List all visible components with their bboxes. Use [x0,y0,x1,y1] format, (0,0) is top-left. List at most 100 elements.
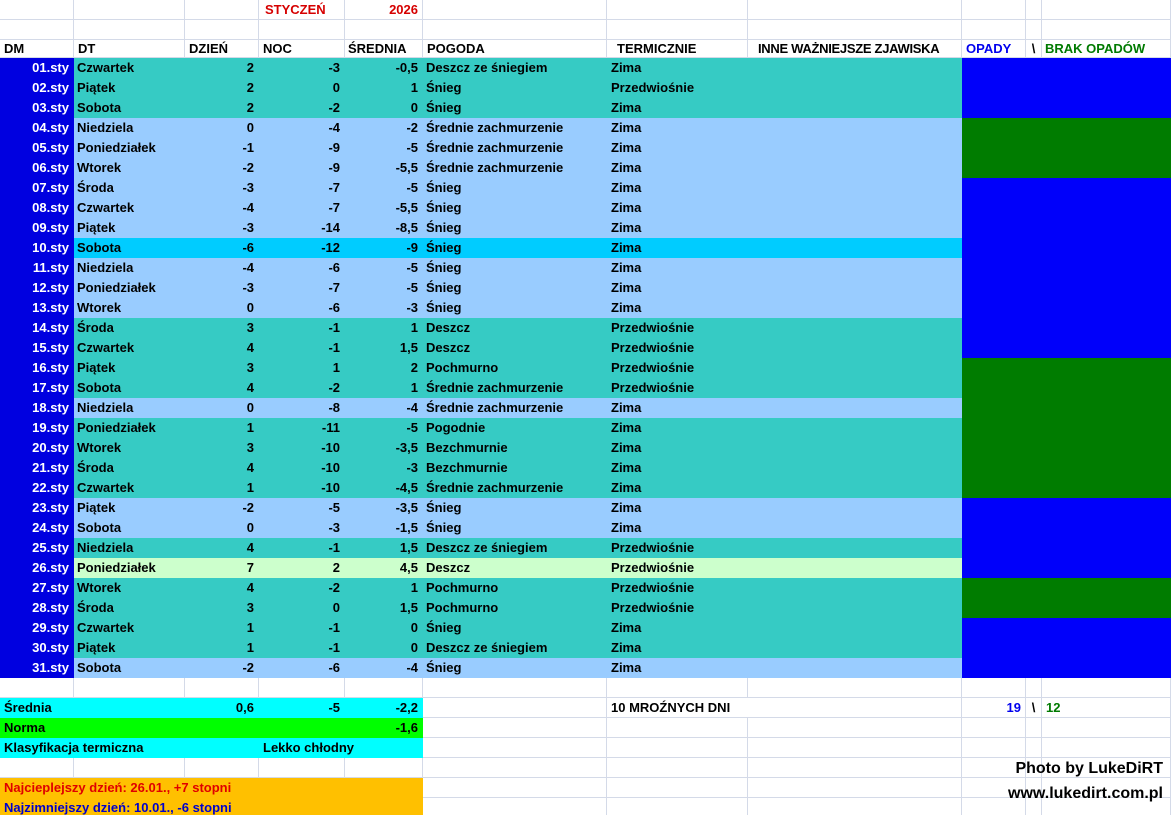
cell-precipitation[interactable] [962,338,1171,358]
cell-weather[interactable]: Śnieg [423,258,607,278]
empty-cell[interactable] [962,0,1026,20]
cell-night-temp[interactable]: 2 [259,558,345,578]
cell-day-temp[interactable]: 2 [185,78,259,98]
cell-thermal[interactable]: Zima [607,98,748,118]
cell-avg-temp[interactable]: 0 [345,618,423,638]
cell-thermal[interactable]: Zima [607,618,748,638]
cell-weekday[interactable]: Sobota [74,378,185,398]
cell-weather[interactable]: Deszcz [423,558,607,578]
cell-phenomena[interactable] [748,558,962,578]
cell-weather[interactable]: Śnieg [423,78,607,98]
cell-avg-temp[interactable]: 1 [345,378,423,398]
norm-strip[interactable]: Norma -1,6 [0,718,423,738]
cell-day-temp[interactable]: -4 [185,198,259,218]
cell-night-temp[interactable]: 0 [259,78,345,98]
cell-precipitation[interactable] [962,478,1171,498]
cell-avg-temp[interactable]: 1,5 [345,598,423,618]
empty-cell[interactable] [1026,758,1042,778]
cell-day-temp[interactable]: -3 [185,278,259,298]
precip-days-count[interactable]: 19 [962,698,1026,718]
cell-phenomena[interactable] [748,298,962,318]
cell-precipitation[interactable] [962,58,1171,78]
empty-cell[interactable] [1026,20,1042,40]
cell-phenomena[interactable] [748,198,962,218]
cell-phenomena[interactable] [748,418,962,438]
cell-weekday[interactable]: Sobota [74,238,185,258]
cell-day-temp[interactable]: -2 [185,498,259,518]
cell-phenomena[interactable] [748,238,962,258]
cell-phenomena[interactable] [748,78,962,98]
cell-avg-temp[interactable]: 1 [345,578,423,598]
cell-precipitation[interactable] [962,398,1171,418]
cell-night-temp[interactable]: -1 [259,638,345,658]
cell-thermal[interactable]: Przedwiośnie [607,378,748,398]
cell-phenomena[interactable] [748,498,962,518]
cell-night-temp[interactable]: -10 [259,458,345,478]
cell-phenomena[interactable] [748,58,962,78]
cell-avg-temp[interactable]: -4 [345,398,423,418]
empty-cell[interactable] [607,778,748,798]
cell-weekday[interactable]: Piątek [74,218,185,238]
cell-day-temp[interactable]: 4 [185,378,259,398]
cell-date[interactable]: 31.sty [0,658,74,678]
cell-weekday[interactable]: Piątek [74,638,185,658]
cell-weather[interactable]: Pogodnie [423,418,607,438]
empty-cell[interactable] [962,20,1026,40]
cell-weekday[interactable]: Poniedziałek [74,418,185,438]
header-dm[interactable]: DM [0,40,74,58]
header-phenomena[interactable]: INNE WAŻNIEJSZE ZJAWISKA [748,40,962,58]
cell-day-temp[interactable]: -4 [185,258,259,278]
cell-avg-temp[interactable]: -2 [345,118,423,138]
cell-thermal[interactable]: Przedwiośnie [607,578,748,598]
cell-phenomena[interactable] [748,138,962,158]
empty-cell[interactable] [1026,778,1042,798]
cell-phenomena[interactable] [748,658,962,678]
header-day[interactable]: DZIEŃ [185,40,259,58]
cell-avg-temp[interactable]: 1,5 [345,538,423,558]
cell-night-temp[interactable]: -6 [259,658,345,678]
cell-weather[interactable]: Śnieg [423,198,607,218]
empty-cell[interactable] [423,778,607,798]
cell-weekday[interactable]: Sobota [74,98,185,118]
empty-cell[interactable] [74,20,185,40]
cell-avg-temp[interactable]: 4,5 [345,558,423,578]
cell-avg-temp[interactable]: -5,5 [345,198,423,218]
count-separator[interactable]: \ [1026,698,1042,718]
cell-weekday[interactable]: Czwartek [74,618,185,638]
cell-precipitation[interactable] [962,198,1171,218]
cell-night-temp[interactable]: -1 [259,538,345,558]
empty-cell[interactable] [0,678,74,698]
cell-precipitation[interactable] [962,658,1171,678]
cell-avg-temp[interactable]: -3,5 [345,438,423,458]
cell-day-temp[interactable]: 4 [185,538,259,558]
cell-avg-temp[interactable]: -5 [345,418,423,438]
cell-date[interactable]: 01.sty [0,58,74,78]
cell-day-temp[interactable]: 0 [185,118,259,138]
cell-weekday[interactable]: Wtorek [74,298,185,318]
empty-cell[interactable] [607,758,748,778]
cell-night-temp[interactable]: -1 [259,338,345,358]
cell-weather[interactable]: Średnie zachmurzenie [423,158,607,178]
cell-night-temp[interactable]: -7 [259,278,345,298]
cell-day-temp[interactable]: 1 [185,478,259,498]
cell-weekday[interactable]: Niedziela [74,118,185,138]
cell-night-temp[interactable]: -1 [259,618,345,638]
cell-day-temp[interactable]: 2 [185,58,259,78]
cell-date[interactable]: 07.sty [0,178,74,198]
cell-thermal[interactable]: Zima [607,478,748,498]
cell-thermal[interactable]: Przedwiośnie [607,558,748,578]
cell-avg-temp[interactable]: -8,5 [345,218,423,238]
cell-weather[interactable]: Deszcz ze śniegiem [423,638,607,658]
dry-days-count[interactable]: 12 [1042,698,1171,718]
cell-night-temp[interactable]: -2 [259,378,345,398]
cell-weather[interactable]: Deszcz [423,338,607,358]
empty-cell[interactable] [748,678,962,698]
cell-night-temp[interactable]: -3 [259,518,345,538]
cell-night-temp[interactable]: -10 [259,478,345,498]
empty-cell[interactable] [962,718,1026,738]
cell-day-temp[interactable]: 0 [185,298,259,318]
cell-avg-temp[interactable]: 1 [345,318,423,338]
empty-cell[interactable] [1042,678,1171,698]
cell-night-temp[interactable]: -12 [259,238,345,258]
cell-precipitation[interactable] [962,298,1171,318]
